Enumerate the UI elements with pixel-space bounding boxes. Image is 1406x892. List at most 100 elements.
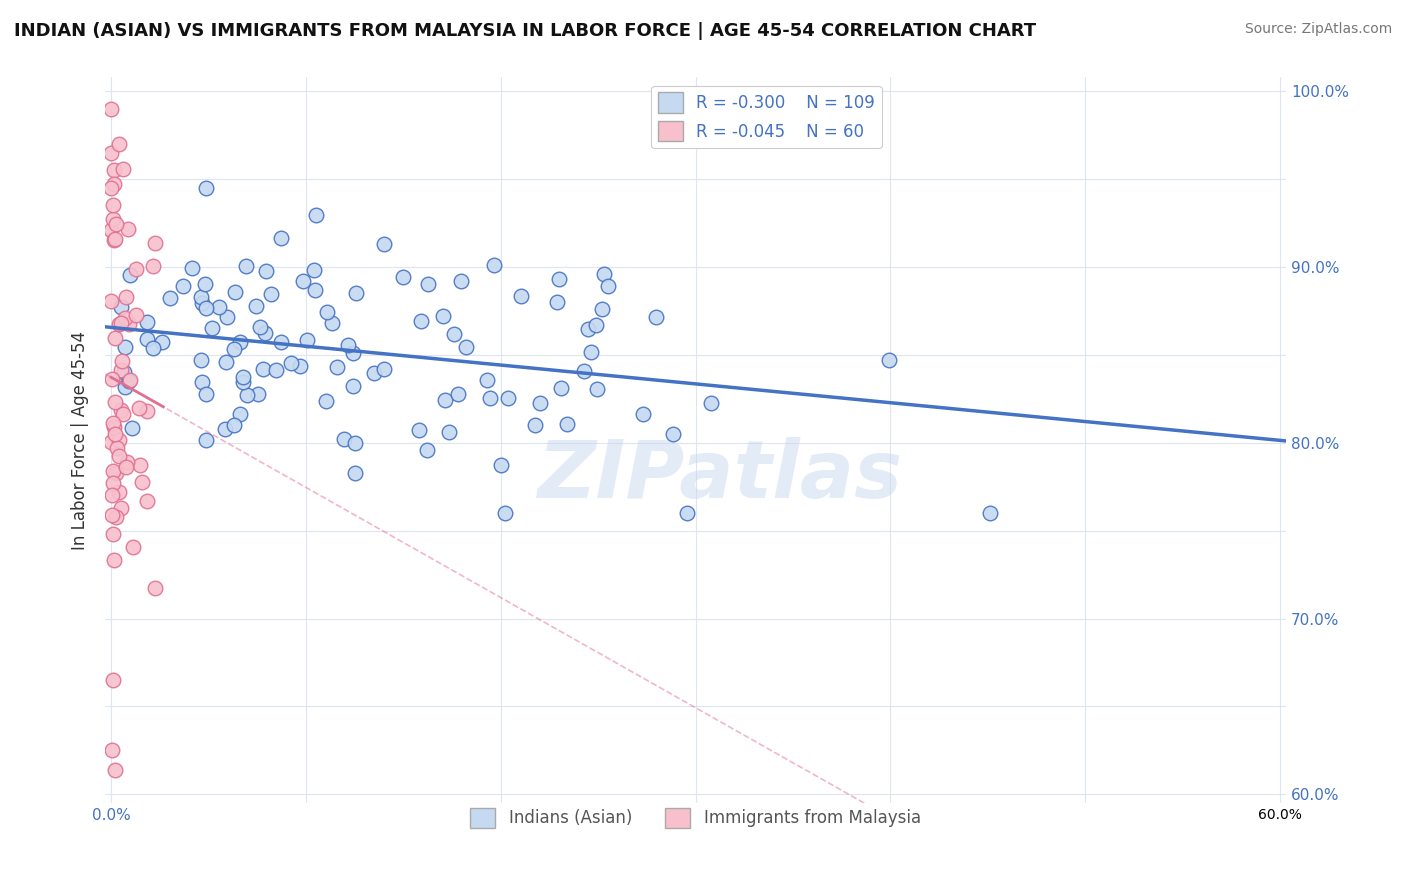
Point bbox=[529, 396, 551, 410]
Point bbox=[270, 231, 292, 245]
Point bbox=[416, 443, 439, 458]
Point bbox=[150, 334, 173, 349]
Point bbox=[344, 285, 367, 300]
Point bbox=[586, 382, 609, 396]
Point bbox=[135, 315, 157, 329]
Point bbox=[135, 333, 157, 347]
Point bbox=[342, 379, 364, 393]
Point bbox=[645, 310, 668, 324]
Point bbox=[100, 181, 122, 195]
Point bbox=[373, 236, 395, 251]
Point bbox=[101, 417, 124, 431]
Point bbox=[114, 310, 136, 325]
Point bbox=[593, 267, 616, 281]
Point bbox=[100, 293, 122, 308]
Point bbox=[114, 340, 136, 354]
Point bbox=[280, 356, 302, 370]
Point bbox=[101, 508, 124, 522]
Point bbox=[254, 326, 277, 341]
Point bbox=[344, 435, 367, 450]
Point bbox=[325, 359, 347, 374]
Point bbox=[232, 370, 254, 384]
Point bbox=[214, 422, 236, 436]
Point bbox=[100, 223, 122, 237]
Point bbox=[475, 373, 498, 387]
Point bbox=[122, 540, 145, 554]
Point bbox=[443, 327, 465, 342]
Point bbox=[247, 387, 270, 401]
Point bbox=[100, 434, 122, 449]
Point bbox=[224, 285, 246, 299]
Point bbox=[101, 197, 124, 211]
Point bbox=[107, 137, 129, 152]
Point bbox=[482, 258, 505, 272]
Point bbox=[222, 417, 245, 432]
Point bbox=[336, 338, 359, 352]
Point bbox=[104, 466, 127, 480]
Point bbox=[450, 274, 472, 288]
Point bbox=[661, 427, 683, 442]
Point bbox=[128, 458, 150, 472]
Point bbox=[266, 363, 288, 377]
Point bbox=[456, 340, 478, 354]
Point bbox=[574, 364, 596, 378]
Point bbox=[180, 260, 202, 275]
Point bbox=[270, 334, 292, 349]
Point bbox=[118, 373, 141, 387]
Point bbox=[194, 277, 217, 292]
Point bbox=[585, 318, 607, 332]
Point bbox=[321, 316, 343, 330]
Text: INDIAN (ASIAN) VS IMMIGRANTS FROM MALAYSIA IN LABOR FORCE | AGE 45-54 CORRELATIO: INDIAN (ASIAN) VS IMMIGRANTS FROM MALAYS… bbox=[14, 22, 1036, 40]
Point bbox=[315, 304, 337, 318]
Point bbox=[118, 268, 141, 283]
Point bbox=[195, 181, 218, 195]
Point bbox=[302, 263, 325, 277]
Point bbox=[524, 417, 547, 432]
Point bbox=[108, 433, 131, 447]
Point bbox=[288, 359, 311, 373]
Point bbox=[342, 346, 364, 360]
Point bbox=[112, 365, 135, 379]
Point bbox=[115, 455, 138, 469]
Point bbox=[125, 262, 148, 277]
Point bbox=[555, 417, 578, 431]
Point bbox=[104, 510, 127, 524]
Point bbox=[103, 553, 125, 567]
Point bbox=[110, 403, 132, 417]
Point bbox=[103, 419, 125, 434]
Point bbox=[101, 673, 124, 687]
Text: Source: ZipAtlas.com: Source: ZipAtlas.com bbox=[1244, 22, 1392, 37]
Point bbox=[228, 335, 250, 350]
Point bbox=[108, 485, 131, 500]
Point bbox=[195, 433, 218, 447]
Point bbox=[110, 363, 132, 377]
Point bbox=[373, 362, 395, 376]
Point bbox=[159, 291, 181, 305]
Point bbox=[333, 432, 356, 446]
Point bbox=[208, 300, 231, 314]
Point bbox=[101, 475, 124, 490]
Point bbox=[131, 475, 153, 489]
Point bbox=[101, 464, 124, 478]
Point bbox=[633, 407, 655, 421]
Point bbox=[344, 466, 367, 480]
Point bbox=[143, 236, 166, 251]
Point bbox=[215, 310, 238, 325]
Point bbox=[100, 488, 122, 502]
Point bbox=[391, 269, 413, 284]
Point bbox=[136, 494, 159, 508]
Point bbox=[104, 232, 127, 246]
Point bbox=[104, 427, 127, 442]
Point bbox=[195, 387, 218, 401]
Point bbox=[117, 222, 139, 236]
Point bbox=[100, 102, 122, 116]
Point bbox=[114, 380, 136, 394]
Point bbox=[252, 361, 274, 376]
Point bbox=[101, 743, 124, 757]
Point bbox=[437, 425, 460, 439]
Point bbox=[114, 460, 136, 475]
Legend: Indians (Asian), Immigrants from Malaysia: Indians (Asian), Immigrants from Malaysi… bbox=[464, 801, 928, 835]
Point bbox=[254, 264, 277, 278]
Point bbox=[598, 278, 620, 293]
Point bbox=[142, 341, 165, 355]
